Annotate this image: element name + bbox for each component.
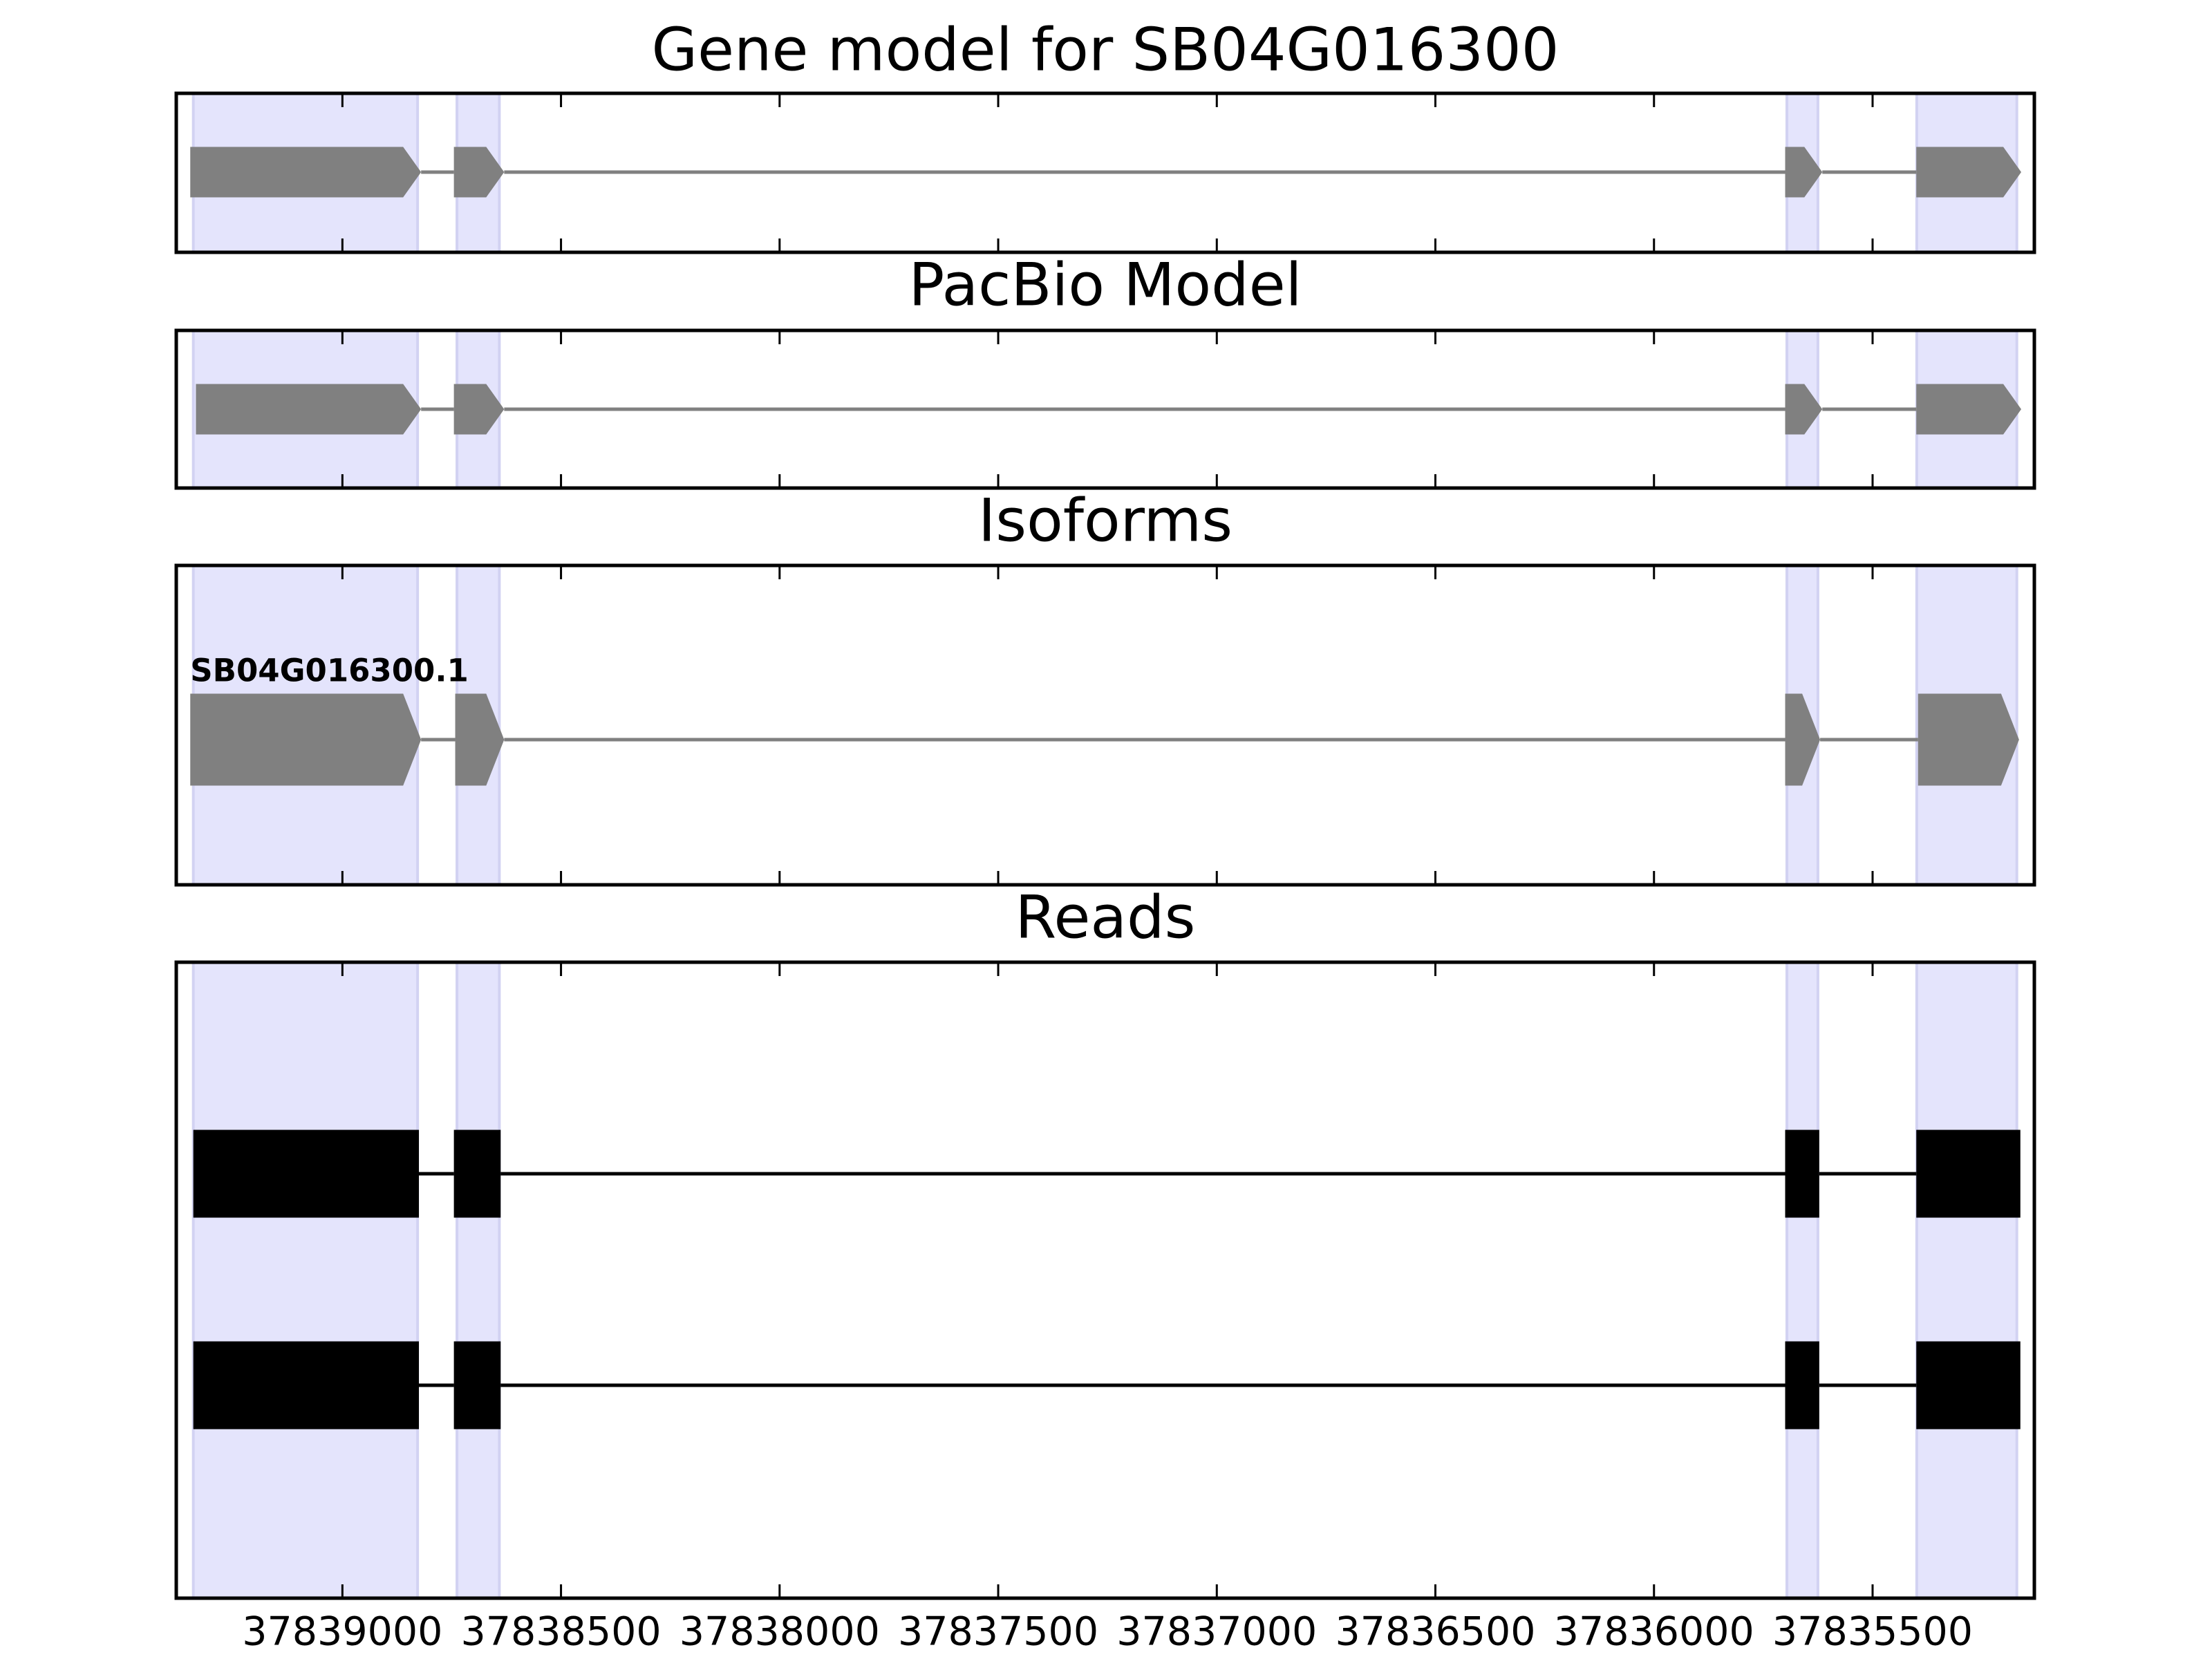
exon-highlight bbox=[1785, 961, 1819, 1600]
exon-arrow bbox=[1785, 384, 1823, 435]
x-tick-label: 37838500 bbox=[461, 1609, 662, 1655]
exon-arrow bbox=[453, 384, 505, 435]
exon-arrow bbox=[196, 384, 422, 435]
panel-title: Gene model for SB04G016300 bbox=[652, 15, 1559, 84]
read-exon bbox=[193, 1130, 420, 1218]
exon-arrow bbox=[190, 147, 422, 198]
exon-arrow bbox=[1785, 693, 1821, 786]
exon-arrow bbox=[1785, 147, 1823, 198]
isoform-label: SB04G016300.1 bbox=[190, 653, 469, 689]
x-tick-label: 37837500 bbox=[898, 1609, 1098, 1655]
exon-arrow bbox=[1918, 693, 2019, 786]
panel-frame bbox=[174, 960, 2036, 1600]
panel-frame bbox=[174, 91, 2036, 254]
x-tick-label: 37839000 bbox=[242, 1609, 442, 1655]
exon-arrow bbox=[190, 693, 422, 786]
read-exon bbox=[453, 1341, 501, 1430]
panel-frame bbox=[174, 328, 2036, 490]
x-tick-label: 37837000 bbox=[1116, 1609, 1317, 1655]
read-exon bbox=[1916, 1341, 2021, 1430]
read-exon bbox=[453, 1130, 501, 1218]
panel-frame bbox=[174, 563, 2036, 887]
exon-highlight bbox=[191, 961, 420, 1600]
exon-highlight bbox=[1915, 961, 2018, 1600]
read-exon bbox=[1916, 1130, 2021, 1218]
exon-highlight bbox=[456, 961, 501, 1600]
x-tick-label: 37835500 bbox=[1772, 1609, 1973, 1655]
panel-title: PacBio Model bbox=[908, 250, 1302, 319]
read-exon bbox=[1785, 1341, 1819, 1430]
panel-title: Isoforms bbox=[978, 486, 1232, 555]
panel-title: Reads bbox=[1015, 883, 1196, 952]
x-tick-label: 37838000 bbox=[679, 1609, 880, 1655]
exon-arrow bbox=[455, 693, 505, 786]
read-exon bbox=[193, 1341, 420, 1430]
exon-arrow bbox=[1916, 147, 2022, 198]
x-tick-label: 37836500 bbox=[1335, 1609, 1535, 1655]
exon-arrow bbox=[1916, 384, 2022, 435]
x-tick-label: 37836000 bbox=[1554, 1609, 1754, 1655]
read-exon bbox=[1785, 1130, 1819, 1218]
exon-arrow bbox=[453, 147, 505, 198]
